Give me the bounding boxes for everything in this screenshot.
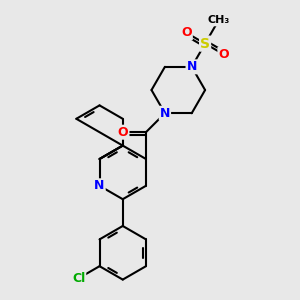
Text: N: N [94,179,105,192]
Text: O: O [118,126,128,139]
Text: S: S [200,37,210,51]
Text: N: N [160,107,170,120]
Text: N: N [187,60,197,73]
Text: O: O [181,26,192,39]
Text: O: O [218,48,229,61]
Text: CH₃: CH₃ [207,15,230,26]
Text: Cl: Cl [72,272,85,285]
